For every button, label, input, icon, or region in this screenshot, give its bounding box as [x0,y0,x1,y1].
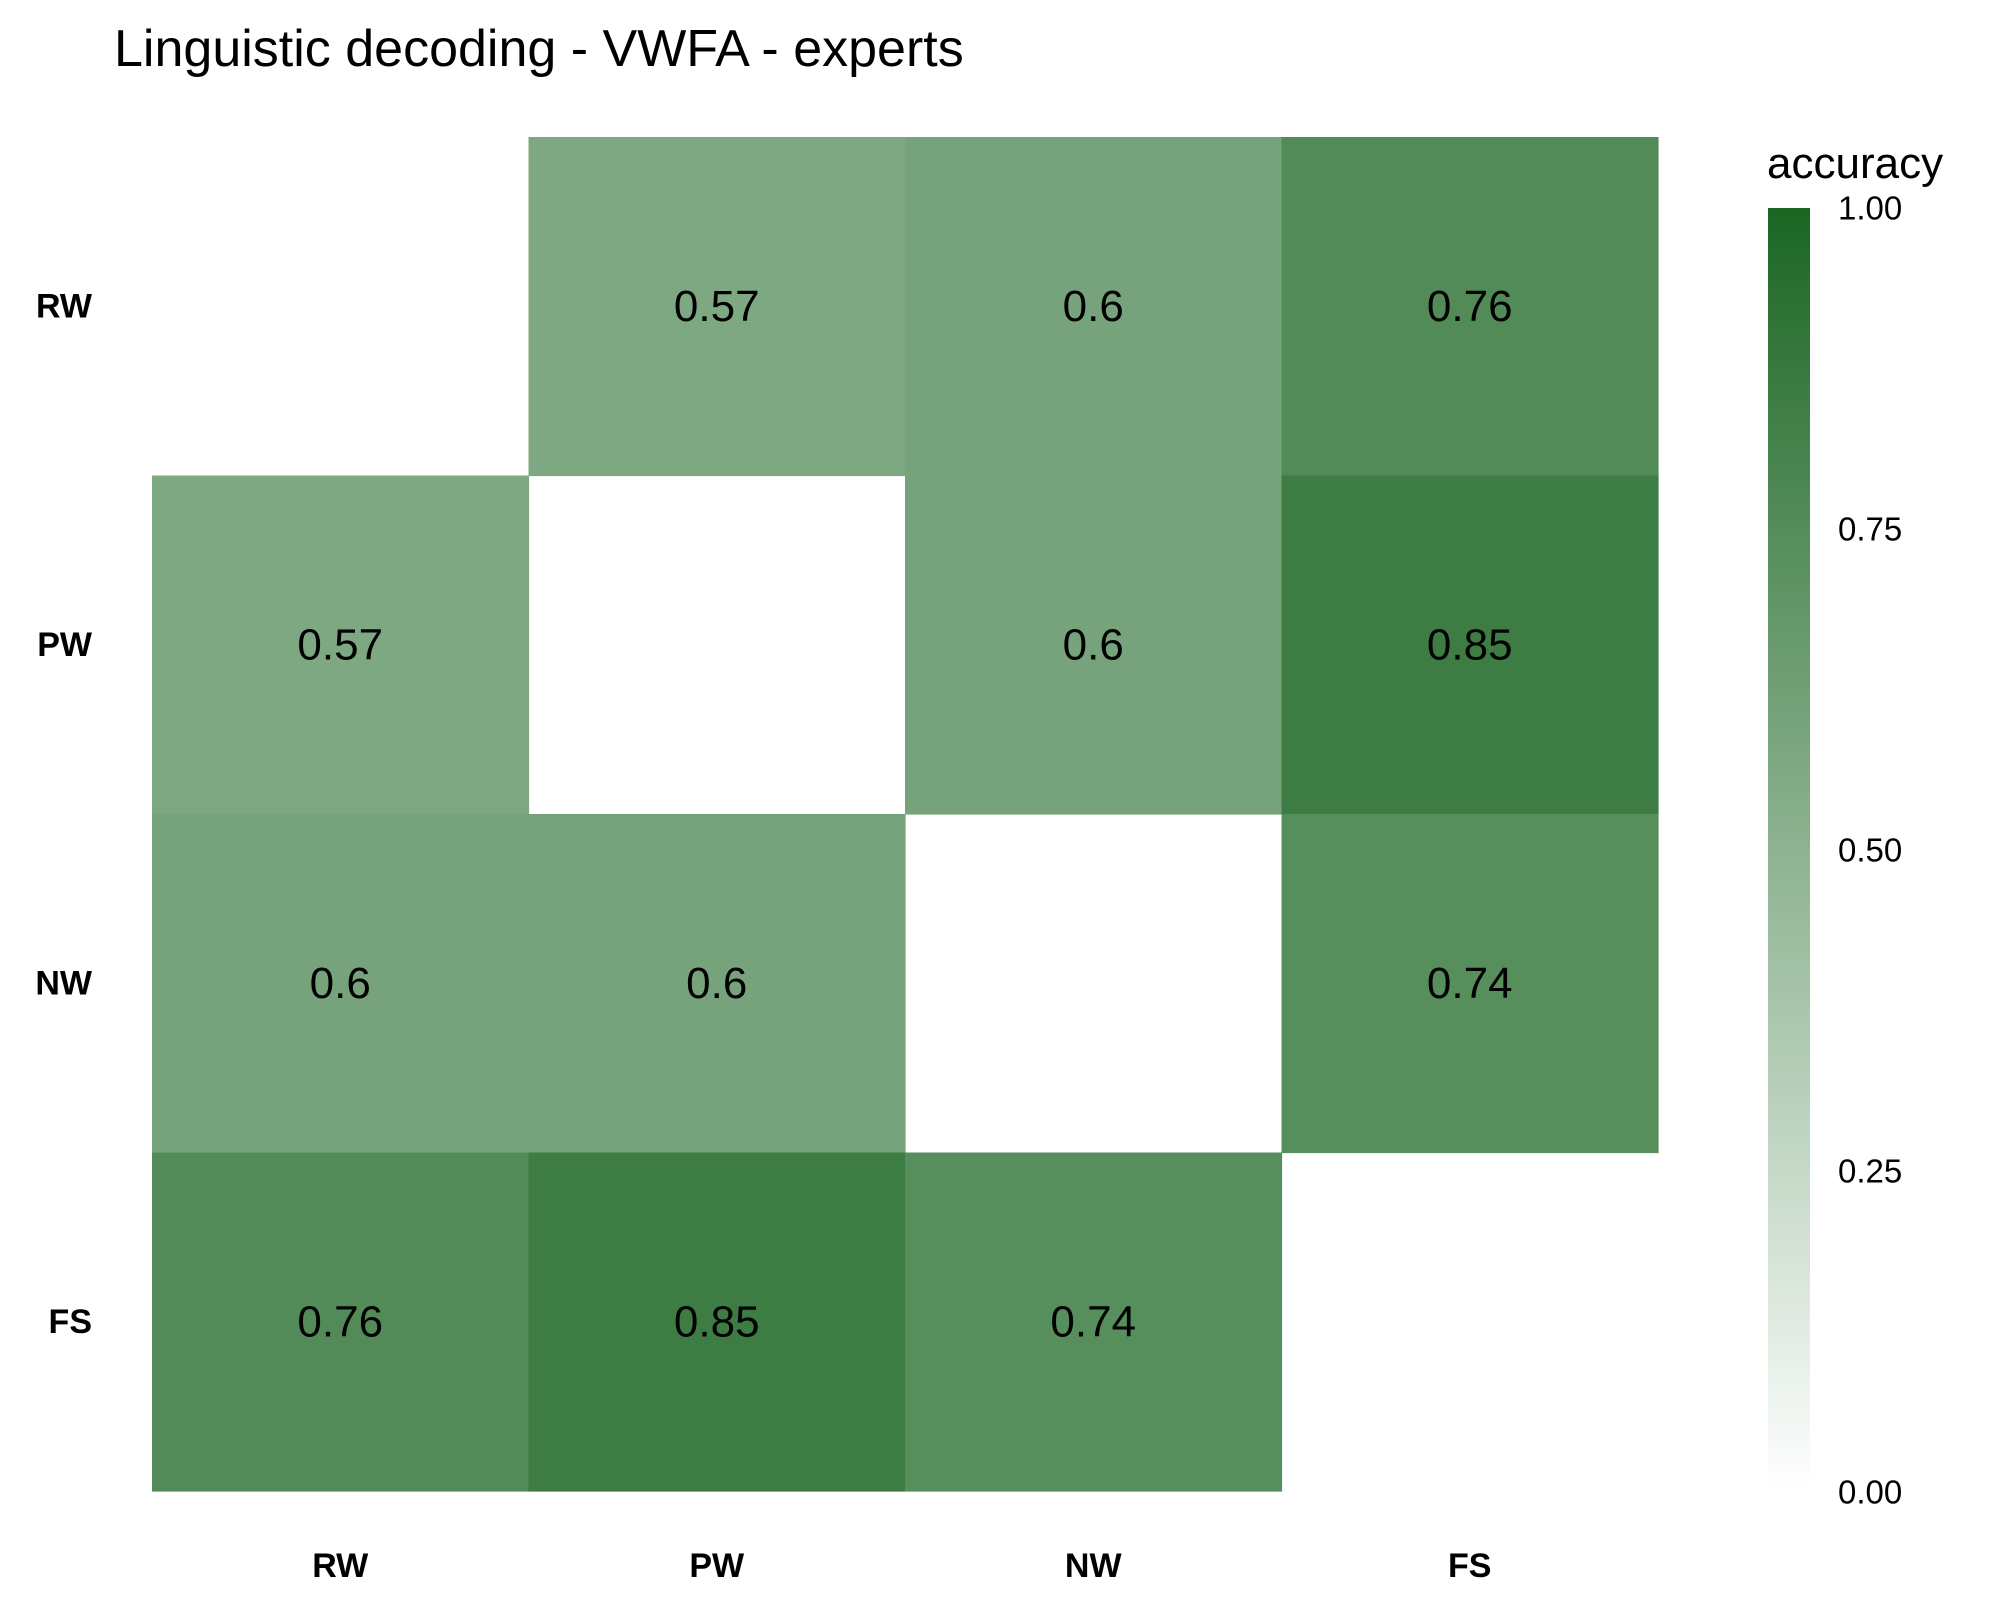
cell-value-label: 0.85 [1427,620,1513,669]
legend-color-bar [1768,208,1810,1492]
cell-value-label: 0.6 [1063,282,1124,331]
legend-tick-label: 0.50 [1838,832,1902,869]
heatmap-cell-rw-pw [528,137,906,477]
heatmap-cell-rw-nw [905,137,1283,477]
heatmap-cell-fs-nw [905,1152,1283,1492]
cell-value-label: 0.76 [1427,282,1513,331]
heatmap-cell-nw-rw [152,814,530,1154]
heatmap-cell-rw-fs [1281,137,1659,477]
legend-tick-labels: 0.00 0.25 0.50 0.75 1.00 [1838,190,1902,1511]
chart-title: Linguistic decoding - VWFA - experts [114,20,964,78]
heatmap-cell-pw-fs [1281,475,1659,815]
y-tick-label-fs: FS [49,1303,92,1341]
heatmap-cells [152,137,1659,1492]
heatmap-cell-nw-fs [1281,814,1659,1154]
cell-value-label: 0.74 [1427,959,1513,1008]
cell-value-label: 0.76 [297,1297,383,1346]
x-axis-tick-labels: RW PW NW FS [312,1547,1491,1585]
cell-value-label: 0.74 [1050,1297,1136,1346]
cell-value-label: 0.6 [310,959,371,1008]
legend-title: accuracy [1767,139,1943,188]
heatmap-cell-pw-rw [152,475,530,815]
heatmap-cell-nw-pw [528,814,906,1154]
y-axis-tick-labels: RW PW NW FS [35,287,93,1341]
legend-tick-label: 0.00 [1838,1474,1902,1511]
cell-value-label: 0.57 [674,282,760,331]
cell-value-label: 0.6 [1063,620,1124,669]
cell-value-label: 0.85 [674,1297,760,1346]
y-tick-label-rw: RW [36,287,93,325]
x-tick-label-fs: FS [1448,1547,1491,1585]
cell-value-label: 0.57 [297,620,383,669]
cell-value-label: 0.6 [686,959,747,1008]
color-legend: accuracy 0.00 0.25 0.50 0.75 1.00 [1767,139,1943,1511]
legend-tick-label: 1.00 [1838,190,1902,227]
x-tick-label-nw: NW [1065,1547,1123,1585]
x-tick-label-rw: RW [312,1547,369,1585]
y-tick-label-pw: PW [37,626,93,664]
y-tick-label-nw: NW [35,964,93,1002]
heatmap-cell-labels: 0.57 0.6 0.76 0.57 0.6 0.85 0.6 0.6 0.74 0.76 0.85… [297,282,1512,1347]
legend-tick-label: 0.25 [1838,1153,1902,1190]
x-tick-label-pw: PW [689,1547,745,1585]
heatmap-cell-pw-nw [905,475,1283,815]
legend-tick-label: 0.75 [1838,511,1902,548]
heatmap-cell-fs-pw [528,1152,906,1492]
heatmap-cell-fs-rw [152,1152,530,1492]
